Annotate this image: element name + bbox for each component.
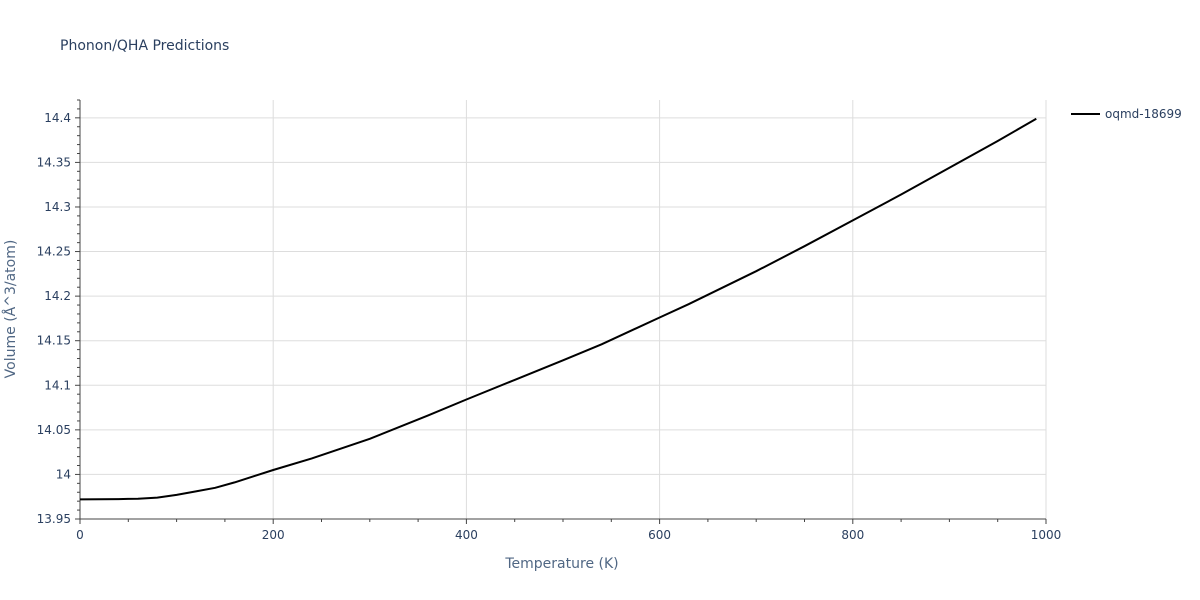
grid-lines (80, 100, 1047, 519)
x-tick-label: 1000 (1031, 528, 1062, 542)
axes: 0 200 400 600 800 1000 13.95 14 14.05 14.1 14.15 14… (37, 99, 1062, 542)
y-tick-label: 14.35 (37, 155, 71, 169)
y-tick-label: 14.25 (37, 245, 71, 259)
legend-label: oqmd-18699 (1105, 107, 1182, 121)
y-tick-label: 14.05 (37, 423, 71, 437)
x-tick-label: 800 (841, 528, 864, 542)
legend[interactable]: oqmd-18699 (1071, 107, 1182, 121)
y-tick-label: 13.95 (37, 512, 71, 526)
y-axis-title: Volume (Å^3/atom) (2, 240, 19, 379)
y-tick-label: 14.3 (44, 200, 71, 214)
y-tick-label: 14.15 (37, 334, 71, 348)
plot-area (79, 117, 1037, 501)
y-tick-label: 14 (56, 467, 71, 481)
y-tick-label: 14.2 (44, 289, 71, 303)
x-tick-label: 0 (76, 528, 84, 542)
x-axis-title: Temperature (K) (504, 556, 618, 572)
y-tick-label: 14.4 (44, 111, 71, 125)
series-line-oqmd-18699 (79, 117, 1037, 501)
x-tick-label: 200 (262, 528, 285, 542)
y-tick-label: 14.1 (44, 378, 71, 392)
x-tick-label: 400 (455, 528, 478, 542)
chart-title: Phonon/QHA Predictions (60, 38, 229, 54)
x-tick-label: 600 (648, 528, 671, 542)
